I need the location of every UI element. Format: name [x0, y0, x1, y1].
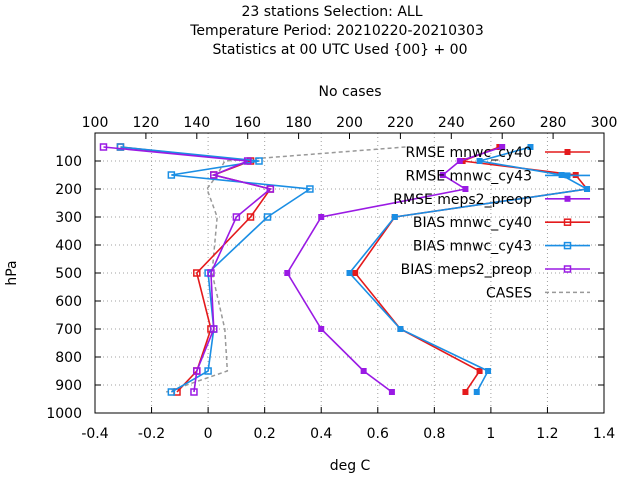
data-point [99, 143, 108, 151]
axis-ticks: -0.4 -0.2 0 0.2 0.4 0.6 0.8 1 1.2 1.4 100 120 140 160… [46, 115, 617, 442]
data-point [167, 171, 176, 179]
series-line [103, 146, 273, 393]
legend-label: BIAS mnwc_cy40 [413, 215, 532, 231]
data-point [284, 270, 291, 276]
data-point [232, 213, 241, 221]
x-tick-label: 1.4 [593, 426, 615, 442]
data-point [210, 325, 218, 333]
data-point [584, 186, 591, 192]
x-tick-label: 0 [204, 426, 213, 442]
data-point [266, 185, 275, 193]
data-point [360, 368, 367, 374]
legend-marker [564, 172, 571, 179]
y-tick-label: 100 [55, 154, 82, 170]
data-point [527, 144, 534, 150]
data-point [346, 270, 353, 276]
x-tick-label: 0.8 [423, 426, 445, 442]
plot-frame [94, 132, 605, 414]
legend-label: RMSE mnwc_cy43 [406, 168, 532, 184]
title-line-1: 23 stations Selection: ALL [241, 4, 422, 20]
x-tick-label: -0.2 [138, 426, 165, 442]
x2-tick-label: 180 [285, 115, 312, 131]
x2-tick-label: 120 [133, 115, 160, 131]
x2-tick-label: 160 [234, 115, 261, 131]
data-point [473, 389, 480, 395]
y-tick-label: 500 [55, 266, 82, 282]
x2-tick-label: 220 [387, 115, 414, 131]
data-point [476, 368, 483, 374]
data-point [318, 326, 325, 332]
data-point [306, 185, 314, 193]
legend-label: BIAS mnwc_cy43 [413, 239, 532, 255]
x2-axis-label: No cases [319, 84, 382, 100]
data-point [263, 213, 272, 221]
legend-label: CASES [486, 285, 532, 301]
legend-marker [563, 218, 572, 226]
x2-tick-label: 240 [438, 115, 465, 131]
data-point [462, 186, 469, 192]
grid [95, 133, 604, 413]
legend-label: RMSE meps2_preop [393, 192, 532, 208]
y-tick-label: 700 [55, 322, 82, 338]
data-point [388, 389, 395, 395]
legend-marker [564, 149, 571, 155]
x-tick-label: 1.2 [536, 426, 558, 442]
series-line-cases [166, 146, 406, 393]
data-point [193, 367, 201, 375]
data-point [167, 388, 176, 396]
x-axis-label: deg C [330, 458, 371, 474]
x2-tick-label: 140 [183, 115, 210, 131]
y-tick-label: 200 [55, 182, 82, 198]
legend-marker [564, 195, 571, 202]
title-line-3: Statistics at 00 UTC Used {00} + 00 [212, 42, 467, 58]
y-axis-label: hPa [4, 260, 20, 285]
x2-tick-label: 280 [540, 115, 567, 131]
x-tick-label: 0.4 [310, 426, 332, 442]
x2-tick-label: 100 [82, 115, 109, 131]
y-tick-label: 900 [55, 378, 82, 394]
y-tick-label: 1000 [46, 406, 82, 422]
data-point [318, 214, 325, 220]
data-point [246, 213, 255, 221]
x2-tick-label: 200 [336, 115, 363, 131]
y-tick-label: 600 [55, 294, 82, 310]
data-point [193, 269, 201, 277]
x-tick-label: 0.6 [367, 426, 389, 442]
legend-marker [563, 241, 572, 250]
title-line-2: Temperature Period: 20210220-20210303 [189, 23, 484, 39]
chart-title: 23 stations Selection: ALL Temperature P… [189, 4, 484, 58]
data-point [243, 157, 252, 165]
legend: RMSE mnwc_cy40 RMSE mnwc_cy43 RMSE meps2_p… [393, 145, 590, 301]
data-point [397, 326, 404, 332]
series-layer [99, 143, 591, 396]
y-tick-label: 800 [55, 350, 82, 366]
x-tick-label: -0.4 [81, 426, 108, 442]
data-point [116, 143, 125, 151]
data-point [207, 269, 215, 277]
data-point [204, 367, 212, 375]
y-tick-label: 400 [55, 238, 82, 254]
series-line [120, 146, 313, 393]
data-point [485, 368, 492, 374]
data-point [255, 157, 263, 165]
data-point [210, 171, 218, 179]
x-tick-label: 0.2 [254, 426, 276, 442]
legend-label: RMSE mnwc_cy40 [406, 145, 532, 161]
x2-tick-label: 300 [591, 115, 618, 131]
y-tick-label: 300 [55, 210, 82, 226]
data-point [439, 172, 446, 178]
legend-marker [563, 265, 572, 273]
data-point [462, 389, 469, 395]
legend-label: BIAS meps2_preop [401, 262, 533, 278]
data-point [456, 158, 463, 164]
data-point [476, 158, 483, 164]
data-point [190, 388, 198, 396]
x-tick-label: 1 [486, 426, 495, 442]
x2-tick-label: 260 [489, 115, 516, 131]
data-point [391, 214, 398, 220]
data-point [352, 270, 359, 276]
data-point [499, 144, 506, 150]
